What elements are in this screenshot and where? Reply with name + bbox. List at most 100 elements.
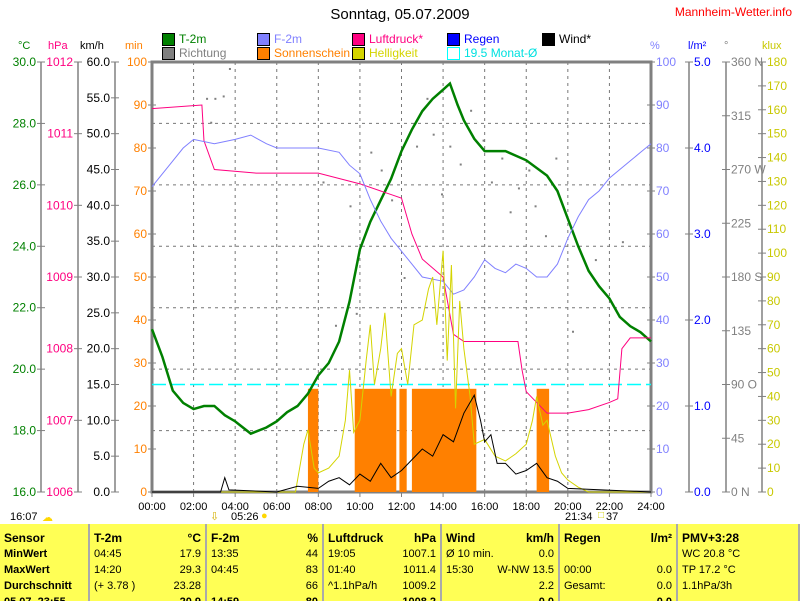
axis-tick-label-temp: 20.0: [13, 362, 37, 376]
legend-swatch-icon: [162, 32, 175, 46]
series-richtung-point: [214, 97, 217, 100]
axis-tick-label-wind: 5.0: [93, 449, 110, 463]
stats-row: (+ 3.78 ) 23.28: [94, 578, 201, 594]
stats-cell: 17.9: [179, 548, 201, 560]
legend-label: F-2m: [274, 32, 302, 46]
stats-row: 05.07. 23:55: [4, 594, 84, 601]
axis-tick-label-lux: 80: [767, 294, 781, 308]
stats-cell: 2.2: [538, 580, 554, 592]
axis-tick-label-lux: 50: [767, 366, 781, 380]
stats-column: T-2m °C 04:45 17.9 14:20 29.3 (+ 3.78 ) 23.28 20…: [90, 524, 207, 601]
axis-tick-label-hum: 30: [656, 356, 670, 370]
stats-cell: 23.28: [173, 580, 201, 592]
x-tick-label: 18:00: [512, 501, 540, 513]
axis-tick-label-lux: 20: [767, 437, 781, 451]
axis-tick-label-hum: 60: [656, 227, 670, 241]
sun-extra: 37: [606, 511, 619, 523]
series-richtung-point: [555, 157, 558, 160]
series-richtung-point: [528, 169, 531, 172]
series-richtung-point: [391, 199, 394, 202]
axis-tick-label-sun: 40: [134, 313, 148, 327]
axis-unit-sun: min: [125, 40, 143, 52]
stats-row: 1.1hPa/3h: [682, 578, 794, 594]
axis-tick-label-sun: 30: [134, 356, 148, 370]
stats-row: TP 17.2 °C: [682, 562, 794, 578]
site-link[interactable]: Mannheim-Wetter.info: [674, 5, 792, 19]
stats-cell: 1011.4: [403, 564, 436, 576]
x-tick-label: 20:00: [554, 501, 582, 513]
stats-cell: Luftdruck: [328, 531, 384, 545]
axis-unit-lux: klux: [762, 40, 782, 52]
legend-swatch-icon: [447, 46, 460, 60]
axis-tick-label-rain: 3.0: [694, 227, 711, 241]
series-richtung-point: [544, 235, 547, 238]
stats-cell: 0.0: [657, 594, 672, 601]
stats-column: PMV+3:28 WC 20.8 °C TP 17.2 °C 1.1hPa/3h: [678, 524, 800, 601]
stats-cell: MaxWert: [4, 564, 50, 576]
cloud-sun-icon: ☁: [42, 512, 53, 524]
stats-cell: 0.0: [656, 564, 672, 576]
axis-tick-label-rain: 1.0: [694, 399, 711, 413]
axis-tick-label-lux: 60: [767, 342, 781, 356]
series-richtung-point: [459, 163, 462, 166]
axis-tick-label-hum: 10: [656, 442, 670, 456]
axis-tick-label-dir: 0 N: [731, 485, 750, 499]
x-tick-label: 24:00: [637, 501, 665, 513]
stats-cell: 01:40: [328, 564, 356, 576]
stats-row: 20.9: [94, 594, 201, 601]
stats-column: Sensor MinWert MaxWert Durchschnitt 05.07. 2…: [0, 524, 90, 601]
stats-row: Wind km/h: [446, 530, 554, 546]
axis-tick-label-rain: 4.0: [694, 141, 711, 155]
axis-tick-label-lux: 90: [767, 270, 781, 284]
axis-tick-label-temp: 18.0: [13, 424, 37, 438]
series-richtung-point: [621, 241, 624, 244]
axis-tick-label-rain: 5.0: [694, 55, 711, 69]
axis-tick-label-sun: 60: [134, 227, 148, 241]
sun-icon: ●: [261, 510, 268, 522]
axis-tick-label-hum: 100: [656, 55, 676, 69]
stats-row: 66: [211, 578, 318, 594]
axis-tick-label-sun: 50: [134, 270, 148, 284]
sunrise-icon: ⇩: [210, 511, 220, 523]
series-richtung-point: [380, 169, 383, 172]
axis-unit-temp: °C: [18, 40, 31, 52]
series-richtung-point: [490, 181, 493, 184]
axis-tick-label-lux: 100: [767, 246, 787, 260]
series-richtung-point: [470, 109, 473, 112]
stats-row: 19:05 1007.1: [328, 546, 436, 562]
series-richtung-point: [432, 133, 435, 136]
legend-swatch-icon: [257, 32, 270, 46]
series-richtung-point: [571, 330, 574, 333]
stats-cell: 19:05: [328, 548, 356, 560]
stats-cell: 1008.2: [402, 594, 436, 601]
axis-tick-label-dir: 270 W: [731, 163, 766, 177]
axis-tick-label-wind: 20.0: [87, 342, 111, 356]
stats-row: 01:40 1011.4: [328, 562, 436, 578]
series-richtung-point: [222, 95, 225, 98]
stats-cell: 14:20: [94, 564, 122, 576]
axis-tick-label-hum: 70: [656, 184, 670, 198]
series-richtung-point: [482, 139, 485, 142]
axis-tick-label-temp: 16.0: [13, 485, 37, 499]
axis-tick-label-lux: 110: [767, 222, 786, 236]
axis-tick-label-wind: 60.0: [87, 55, 111, 69]
series-helligkeit-line: [152, 250, 651, 493]
stats-cell: 29.3: [179, 564, 201, 576]
axis-tick-label-wind: 50.0: [87, 127, 111, 141]
stats-cell: MinWert: [4, 548, 48, 560]
stats-row: 2.2: [446, 578, 554, 594]
series-sonnenschein-bar: [307, 388, 319, 492]
axis-tick-label-dir: 90 O: [731, 378, 757, 392]
stats-cell: Durchschnitt: [4, 580, 72, 592]
axis-tick-label-press: 1006: [46, 485, 73, 499]
series-richtung-point: [416, 145, 419, 148]
axis-tick-label-lux: 150: [767, 127, 787, 141]
axis-tick-label-lux: 40: [767, 389, 781, 403]
axis-tick-label-lux: 10: [767, 461, 781, 475]
axis-tick-label-hum: 20: [656, 399, 670, 413]
series-richtung-point: [206, 97, 209, 100]
sunset-time: 21:34: [565, 511, 593, 523]
axis-tick-label-lux: 160: [767, 103, 787, 117]
axis-tick-label-hum: 50: [656, 270, 670, 284]
legend-item: Richtung: [162, 46, 226, 60]
